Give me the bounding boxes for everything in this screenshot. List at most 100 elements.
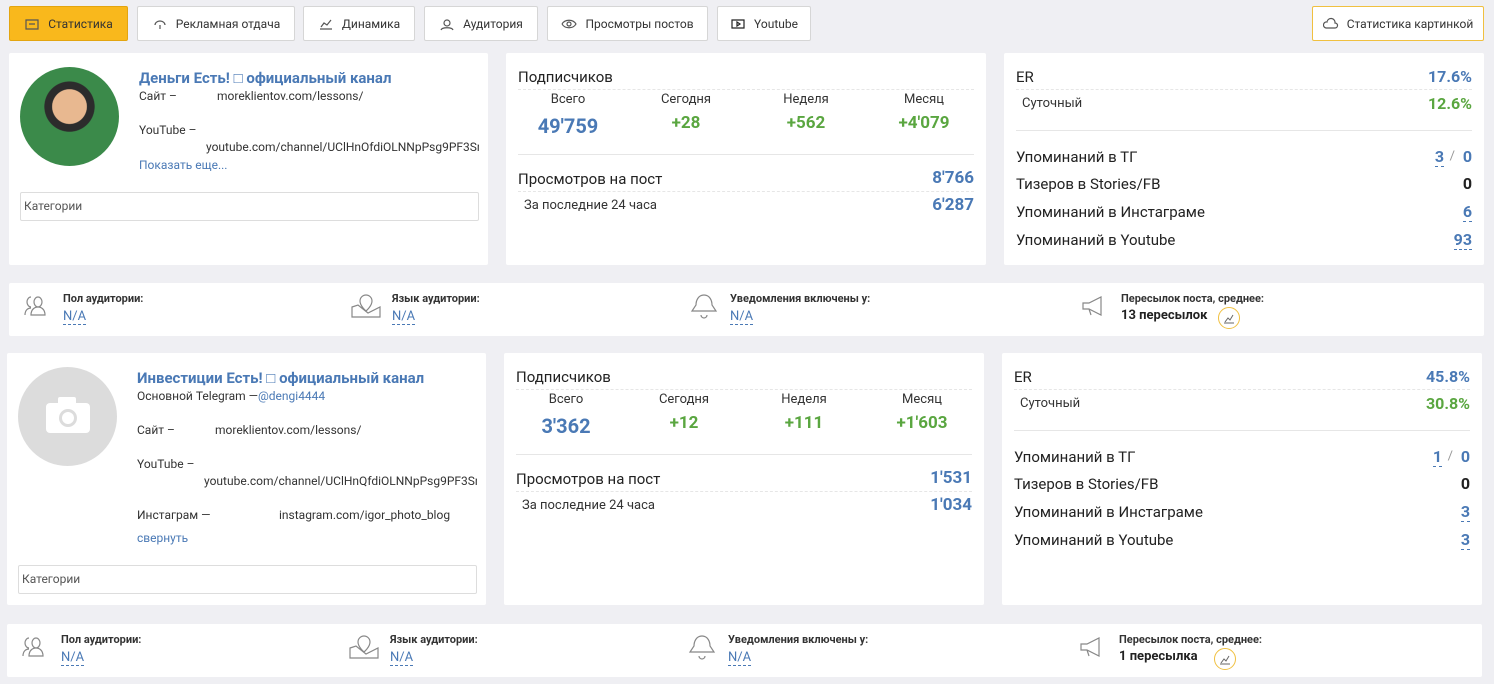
icon [561,19,578,28]
subscribers-title: Подписчиков [518,68,613,86]
column-value: +562 [786,113,826,133]
audience-value[interactable]: N/A [392,309,416,325]
icon [349,635,379,659]
toggle-link[interactable]: свернуть [137,531,189,545]
audience-label: Уведомления включены у: [728,633,869,646]
link-label: YouTube – [139,123,197,137]
column-label: Сегодня [658,392,710,407]
link-value[interactable]: youtube.com/channel/UClHnOfdiOLNNpPsg9PF… [206,140,479,154]
mention-value[interactable]: 3 [1460,530,1470,550]
audience-label: Пол аудитории: [63,292,144,305]
icon [24,296,46,316]
icon [1224,314,1234,324]
divider [518,154,974,155]
er-daily-label: Суточный [1020,396,1081,411]
categories-input[interactable]: Категории [20,192,479,221]
icon [688,635,716,660]
tab[interactable]: Просмотры постов [547,6,708,41]
column-label: Месяц [902,392,942,407]
icon [25,18,39,30]
views-value: 1'531 [930,468,972,488]
audience-value: 1 пересылка [1119,649,1198,664]
mention-label: Упоминаний в ТГ [1016,148,1138,166]
audience-icon [686,634,718,668]
audience-label: Пересылок поста, среднее: [1121,292,1265,305]
audience-value[interactable]: N/A [730,309,754,325]
mention-value[interactable]: 93 [1453,230,1472,250]
audience-icon [21,293,53,327]
chart-icon[interactable] [1218,307,1240,329]
subscribers-title: Подписчиков [516,368,611,386]
mention-label: Упоминаний в Инстаграме [1014,503,1203,521]
link-value[interactable]: moreklientov.com/lessons/ [215,423,362,437]
er-daily-value: 12.6% [1427,94,1472,113]
audience-value[interactable]: N/A [63,309,87,325]
divider [516,389,972,390]
chart-icon[interactable] [1214,648,1236,670]
tab[interactable]: Youtube [717,6,811,41]
column-label: Месяц [904,92,944,107]
tab[interactable]: Статистика [9,6,128,41]
icon [319,19,332,30]
er-card: ER 17.6% Суточный 12.6% Упоминаний в ТГ 0 / 3 Ти… [1004,53,1484,265]
er-value: 45.8% [1425,367,1470,386]
tab-label: Аудитория [463,16,523,31]
mention-extra: 0 [1460,447,1470,466]
tab-label: Просмотры постов [585,16,694,31]
icon [731,18,745,29]
avatar [20,67,119,166]
er-value: 17.6% [1427,67,1472,86]
er-daily-label: Суточный [1022,96,1083,111]
audience-value: 13 пересылок [1121,308,1208,323]
channel-title[interactable]: Инвестиции Есть! □ официальный канал [137,369,425,387]
audience-icon [348,634,380,668]
audience-icon [350,293,382,327]
mention-label: Упоминаний в ТГ [1014,448,1136,466]
channel-title[interactable]: Деньги Есть! □ официальный канал [139,69,392,87]
audience-icon [19,634,51,668]
er-label: ER [1016,68,1034,86]
image-stats-button[interactable]: Статистика картинкой [1312,6,1484,41]
icon [22,637,44,657]
mention-value[interactable]: 1 [1432,447,1442,467]
tab-label: Динамика [341,16,401,31]
column-label: Неделя [783,92,829,107]
audience-bar: Пол аудитории: N/A Язык аудитории: N/A Уведо… [9,283,1484,336]
er-label: ER [1014,368,1032,386]
views-title: Просмотров на пост [518,170,663,188]
tab[interactable]: Аудитория [424,6,538,41]
divider [516,454,972,455]
audience-value[interactable]: N/A [61,650,85,666]
divider [1016,130,1472,131]
toggle-link[interactable]: Показать еще... [139,158,228,172]
mention-value[interactable]: 6 [1462,202,1472,222]
audience-value[interactable]: N/A [728,650,752,666]
mention-label: Тизеров в Stories/FB [1014,475,1159,493]
column-label: Всего [550,92,586,107]
mention-slash: / [1447,449,1453,464]
audience-icon [688,293,720,327]
icon [1082,296,1102,316]
audience-value[interactable]: N/A [390,650,414,666]
subscribers-card: Подписчиков Всего 3'362 Сегодня +12 Неделя +11… [504,353,984,605]
audience-label: Язык аудитории: [390,633,478,646]
avatar [18,367,117,466]
tab[interactable]: Рекламная отдача [137,6,295,41]
divider [1014,389,1470,390]
link-value[interactable]: instagram.com/igor_photo_blog [279,508,451,522]
audience-label: Язык аудитории: [392,292,480,305]
mention-value[interactable]: 3 [1434,147,1444,167]
views-sub-value: 1'034 [930,495,972,515]
link-value[interactable]: moreklientov.com/lessons/ [217,89,364,103]
column-value: +4'079 [898,113,950,133]
mention-value[interactable]: 3 [1460,502,1470,522]
link-value[interactable]: @dengi4444 [258,389,326,403]
link-label: Сайт – [137,423,175,437]
audience-label: Пересылок поста, среднее: [1119,633,1263,646]
er-daily-value: 30.8% [1425,394,1470,413]
link-value[interactable]: youtube.com/channel/UClHnQfdiOLNNpPsg9PF… [204,474,477,488]
tab[interactable]: Динамика [303,6,415,41]
er-card: ER 45.8% Суточный 30.8% Упоминаний в ТГ 0 / 1 Ти… [1002,353,1482,605]
categories-input[interactable]: Категории [18,565,477,594]
